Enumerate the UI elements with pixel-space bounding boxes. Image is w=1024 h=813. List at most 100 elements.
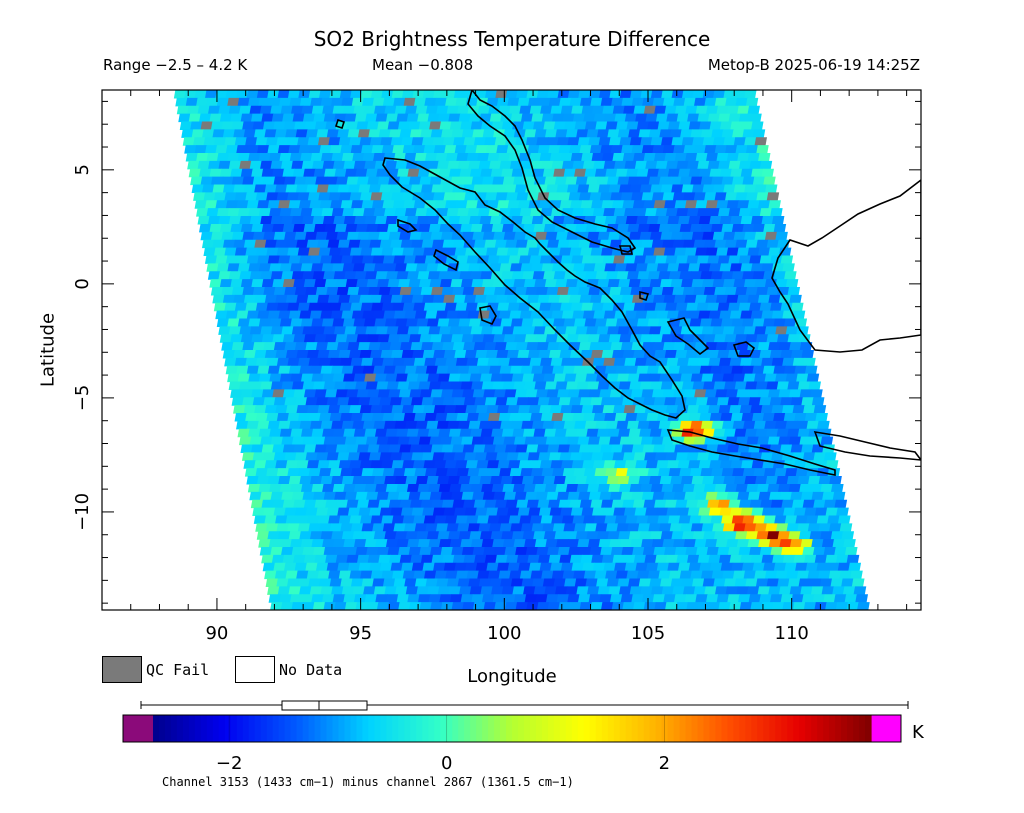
swath-cell [788,531,801,540]
swath-cell [676,113,690,123]
swath-cell [519,208,533,217]
swath-cell [404,365,418,375]
swath-cell [526,239,539,249]
swath-cell [821,586,835,595]
swath-cell [755,334,769,343]
swath-cell [513,176,526,186]
swath-cell [792,452,805,461]
swath-cell [528,405,542,414]
swath-cell [242,176,255,186]
swath-cell [299,476,313,485]
swath-cell [332,373,346,383]
swath-cell [227,208,240,217]
swath-cell [596,428,610,438]
swath-cell [583,263,596,272]
swath-cell [372,255,385,264]
swath-cell [482,334,496,343]
swath-cell [584,121,598,130]
swath-cell [377,121,390,130]
swath-cell [716,491,729,501]
swath-cell [260,216,273,225]
swath-cell [645,460,659,469]
swath-cell [594,570,608,580]
swath-cell [771,357,785,367]
swath-cell [657,121,671,130]
swath-cell [767,436,781,446]
swath-cell [587,483,600,493]
swath-cell [301,216,315,225]
swath-cell [678,168,691,178]
swath-cell [649,279,663,288]
swath-cell [712,326,725,335]
swath-cell [317,350,330,359]
swath-cell [636,515,649,524]
range-slider[interactable] [140,700,909,711]
swath-cell [781,499,795,509]
swath-cell [391,515,405,524]
slider-handle[interactable] [281,700,368,711]
swath-cell [636,168,649,178]
swath-cell [704,389,718,398]
swath-cell [639,184,653,194]
swath-cell [338,350,352,359]
swath-cell [346,389,359,398]
swath-cell [739,602,753,610]
swath-cell [703,239,717,249]
swath-cell [449,326,463,335]
swath-cell [693,145,707,154]
swath-cell [642,247,656,257]
swath-cell [249,381,263,390]
swath-cell [555,381,568,390]
swath-cell [328,515,341,524]
swath-cell [733,326,746,335]
swath-cell [799,342,813,351]
swath-cell [556,137,570,146]
swath-cell [422,350,436,359]
swath-cell [681,578,695,587]
swath-cell [759,255,773,264]
swath-cell [510,216,524,225]
swath-cell [624,160,637,170]
swath-cell [589,444,603,454]
swath-cell [334,223,348,233]
swath-cell [500,578,513,587]
swath-cell [431,499,444,509]
swath-cell [252,507,265,517]
swath-cell [515,137,528,146]
swath-cell [353,373,367,383]
swath-cell [352,153,365,162]
swath-cell [373,208,387,217]
swath-cell [825,554,839,564]
swath-cell [776,381,790,390]
swath-cell [204,255,218,264]
swath-cell [596,176,609,186]
swath-cell [790,350,804,359]
swath-cell [276,523,290,532]
swath-cell [629,184,642,194]
swath-cell [722,373,735,383]
swath-cell [581,105,594,115]
swath-cell [390,239,403,249]
swath-cell [489,216,503,225]
swath-cell [393,97,406,107]
swath-cell [686,255,699,264]
swath-cell [761,554,775,564]
swath-cell [493,491,506,501]
swath-cell [578,491,591,501]
swath-cell [571,255,584,264]
swath-cell [728,255,741,264]
swath-cell [758,491,772,501]
x-tick-label: 90 [205,623,228,644]
swath-cell [649,428,663,438]
swath-cell [422,192,436,201]
swath-cell [552,216,566,225]
swath-cell [574,523,587,532]
swath-cell [359,350,373,359]
swath-cell [688,460,701,469]
swath-cell [219,334,233,343]
swath-cell [279,539,293,548]
swath-cell [615,168,629,178]
swath-cell [630,389,644,398]
swath-cell [518,200,531,209]
swath-cell [604,413,617,422]
